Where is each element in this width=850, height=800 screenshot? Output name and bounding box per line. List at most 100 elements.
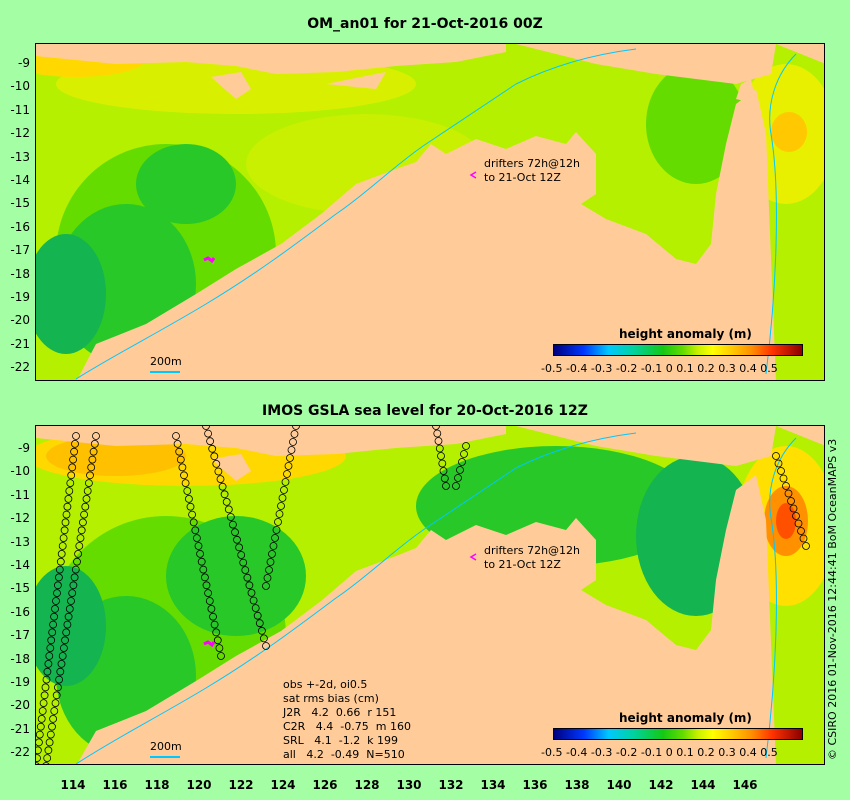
bottom_panel-y-tick: -15	[10, 581, 30, 596]
track-point	[215, 644, 224, 653]
top-scale-label: 200m	[150, 355, 182, 368]
track-point	[212, 628, 221, 637]
bottom_panel-y-tick: -19	[10, 675, 30, 689]
track-point	[289, 438, 297, 446]
bottom-x-tick: 146	[732, 778, 758, 792]
track-point	[68, 463, 77, 472]
track-point	[259, 634, 268, 643]
track-point	[433, 429, 442, 438]
track-point	[265, 566, 273, 574]
bottom_panel-y-tick: -16	[10, 604, 30, 619]
track-point	[173, 439, 182, 448]
bottom-x-tick: 138	[564, 778, 590, 792]
track-point	[55, 565, 64, 574]
bottom-map-title: IMOS GSLA sea level for 20-Oct-2016 12Z	[262, 403, 588, 419]
track-point	[68, 589, 77, 598]
top_panel-y-tick: -13	[10, 149, 30, 164]
track-point	[188, 510, 197, 519]
track-point	[71, 565, 80, 574]
track-point	[271, 534, 279, 542]
stats-line-5: SRL 4.1 -1.2 k 199	[283, 734, 399, 747]
track-point	[51, 699, 60, 708]
track-point	[44, 659, 53, 668]
bottom-x-tick: 116	[102, 778, 128, 792]
track-point	[60, 526, 69, 535]
track-point	[38, 707, 47, 715]
track-point	[90, 439, 99, 448]
bottom_panel-y-tick: -20	[10, 698, 30, 713]
stats-line-4: C2R 4.4 -0.75 m 160	[283, 720, 411, 733]
track-point	[48, 628, 57, 637]
bottom-scale-bar	[150, 756, 180, 758]
track-point	[287, 446, 296, 454]
track-point	[247, 588, 256, 597]
top_panel-y-tick: -11	[10, 102, 30, 117]
top_panel-y-tick: -22	[10, 360, 30, 375]
track-point	[214, 467, 223, 476]
track-point	[290, 430, 299, 438]
track-point	[278, 494, 287, 502]
track-point	[186, 502, 195, 511]
track-point	[47, 636, 56, 645]
top_panel-y-tick: -16	[10, 219, 30, 234]
track-point	[81, 502, 90, 511]
track-point	[272, 526, 281, 534]
track-point	[228, 520, 237, 529]
track-point	[213, 636, 222, 645]
top-colorbar	[553, 344, 803, 356]
track-point	[255, 619, 264, 628]
track-point	[172, 432, 180, 440]
track-point	[69, 455, 77, 464]
track-point	[42, 762, 50, 764]
bottom-x-tick: 142	[648, 778, 674, 792]
track-point	[36, 722, 45, 731]
track-point	[61, 636, 69, 645]
track-point	[73, 557, 81, 566]
track-point	[231, 528, 239, 537]
track-point	[40, 691, 49, 700]
track-point	[175, 447, 184, 456]
track-point	[210, 452, 219, 461]
track-point	[56, 667, 65, 676]
bottom_panel-y-tick: -11	[10, 487, 30, 502]
track-point	[39, 699, 48, 708]
track-point	[48, 722, 56, 731]
track-point	[183, 487, 192, 495]
track-point	[178, 463, 187, 472]
track-point	[63, 620, 72, 629]
track-point	[77, 526, 86, 535]
track-point	[49, 714, 58, 723]
track-point	[36, 746, 42, 755]
top-drifter-note-line2: to 21-Oct 12Z	[484, 171, 561, 184]
track-point	[88, 455, 97, 464]
bottom-x-tick: 128	[354, 778, 380, 792]
track-point	[772, 452, 780, 460]
track-point	[42, 675, 51, 684]
track-point	[266, 558, 275, 566]
track-point	[292, 426, 300, 430]
track-point	[63, 502, 72, 511]
top_panel-y-tick: -15	[10, 196, 30, 211]
track-point	[70, 447, 78, 456]
track-point	[57, 659, 66, 668]
track-point	[251, 604, 260, 613]
track-point	[65, 487, 74, 495]
track-point	[243, 573, 252, 582]
track-point	[792, 512, 800, 520]
track-point	[434, 437, 443, 445]
track-point	[66, 479, 75, 487]
top_panel-y-tick: -12	[10, 126, 30, 141]
top-colorbar-title: height anomaly (m)	[619, 327, 752, 341]
track-point	[233, 535, 241, 544]
top-map-canvas	[36, 44, 824, 380]
track-point	[281, 478, 290, 486]
track-point	[462, 442, 470, 450]
track-point	[456, 466, 464, 474]
bottom-x-tick: 126	[312, 778, 338, 792]
stats-line-2: sat rms bias (cm)	[283, 692, 379, 705]
track-point	[37, 714, 46, 723]
track-point	[62, 628, 71, 637]
track-point	[257, 626, 266, 635]
track-point	[216, 475, 225, 483]
track-point	[202, 581, 211, 590]
